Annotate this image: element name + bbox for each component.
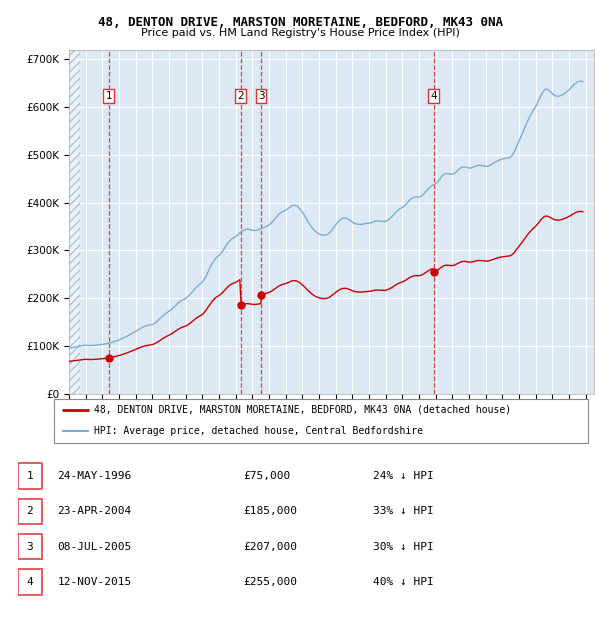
Text: 2: 2 — [26, 507, 33, 516]
Text: £255,000: £255,000 — [244, 577, 298, 587]
Text: 12-NOV-2015: 12-NOV-2015 — [58, 577, 132, 587]
Text: 2: 2 — [238, 91, 244, 101]
FancyBboxPatch shape — [18, 569, 41, 595]
Text: 40% ↓ HPI: 40% ↓ HPI — [373, 577, 434, 587]
Text: 3: 3 — [26, 542, 33, 552]
FancyBboxPatch shape — [54, 399, 588, 443]
Text: 23-APR-2004: 23-APR-2004 — [58, 507, 132, 516]
Text: 1: 1 — [26, 471, 33, 481]
Text: 4: 4 — [430, 91, 437, 101]
Text: 33% ↓ HPI: 33% ↓ HPI — [373, 507, 434, 516]
Text: 30% ↓ HPI: 30% ↓ HPI — [373, 542, 434, 552]
Text: Price paid vs. HM Land Registry's House Price Index (HPI): Price paid vs. HM Land Registry's House … — [140, 28, 460, 38]
Point — [236, 300, 245, 310]
Text: £185,000: £185,000 — [244, 507, 298, 516]
Text: 3: 3 — [257, 91, 265, 101]
Text: 08-JUL-2005: 08-JUL-2005 — [58, 542, 132, 552]
FancyBboxPatch shape — [18, 534, 41, 559]
Text: 4: 4 — [26, 577, 33, 587]
Text: 48, DENTON DRIVE, MARSTON MORETAINE, BEDFORD, MK43 0NA (detached house): 48, DENTON DRIVE, MARSTON MORETAINE, BED… — [94, 405, 511, 415]
Point — [104, 353, 113, 363]
Text: £75,000: £75,000 — [244, 471, 291, 481]
Text: 1: 1 — [106, 91, 112, 101]
Point — [256, 290, 266, 299]
Text: 24% ↓ HPI: 24% ↓ HPI — [373, 471, 434, 481]
FancyBboxPatch shape — [18, 498, 41, 524]
Text: HPI: Average price, detached house, Central Bedfordshire: HPI: Average price, detached house, Cent… — [94, 426, 423, 436]
Text: 48, DENTON DRIVE, MARSTON MORETAINE, BEDFORD, MK43 0NA: 48, DENTON DRIVE, MARSTON MORETAINE, BED… — [97, 16, 503, 29]
Point — [428, 267, 438, 277]
FancyBboxPatch shape — [18, 463, 41, 489]
Text: 24-MAY-1996: 24-MAY-1996 — [58, 471, 132, 481]
Text: £207,000: £207,000 — [244, 542, 298, 552]
